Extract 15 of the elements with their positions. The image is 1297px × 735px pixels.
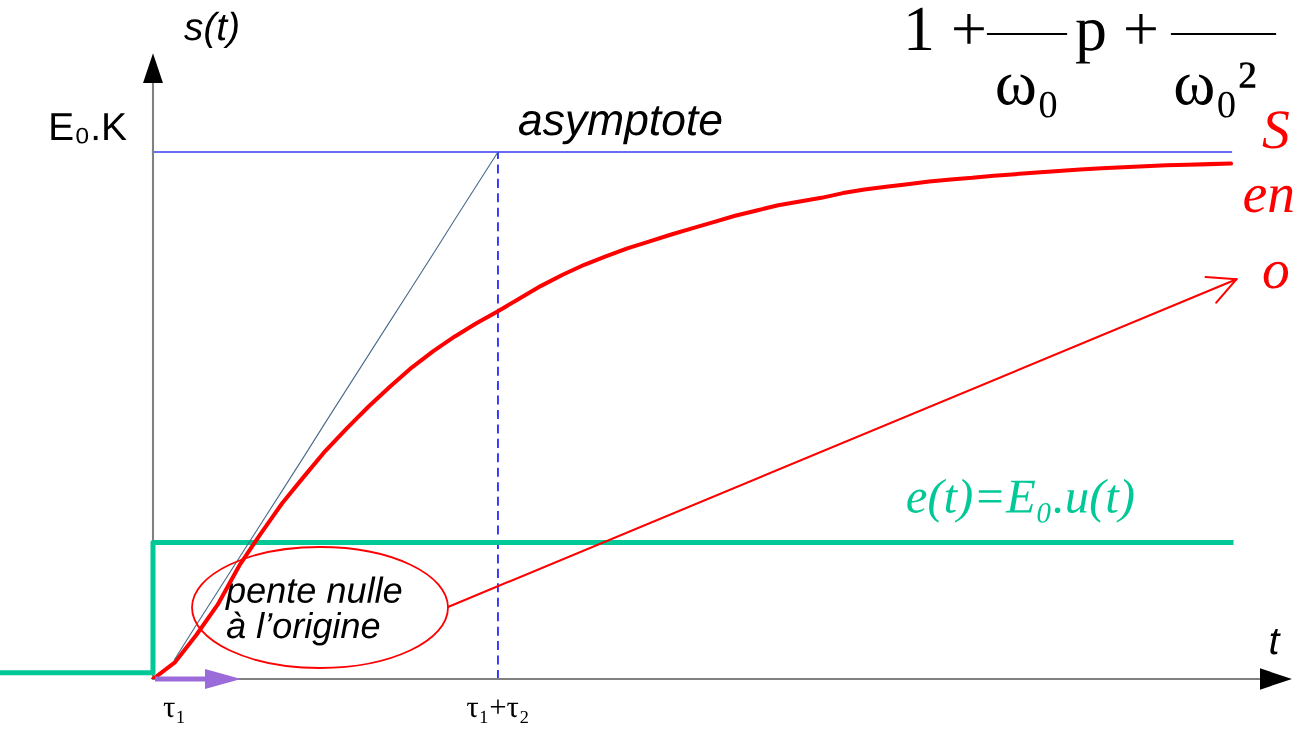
text: ω₀² [1175, 62, 1256, 118]
text: o [1263, 261, 1289, 289]
annotation: pente nulle à l’origine [225, 576, 402, 646]
ref-line-label: E₀.K [51, 113, 127, 144]
series-label: e(t)=E₀.u(t) [907, 478, 1134, 523]
annotation: asymptote [518, 106, 722, 145]
text: 1 + [908, 7, 984, 50]
text: p + [1076, 13, 1156, 64]
text: en [1244, 185, 1293, 213]
x-tick-label: τ₁ [163, 702, 184, 723]
y-axis-title: s(t) [184, 11, 238, 49]
x-axis-title: t [1270, 628, 1281, 655]
text: S [1262, 111, 1289, 149]
text: ω₀ [997, 74, 1057, 118]
x-tick-label: τ₁+τ₂ [467, 699, 528, 724]
